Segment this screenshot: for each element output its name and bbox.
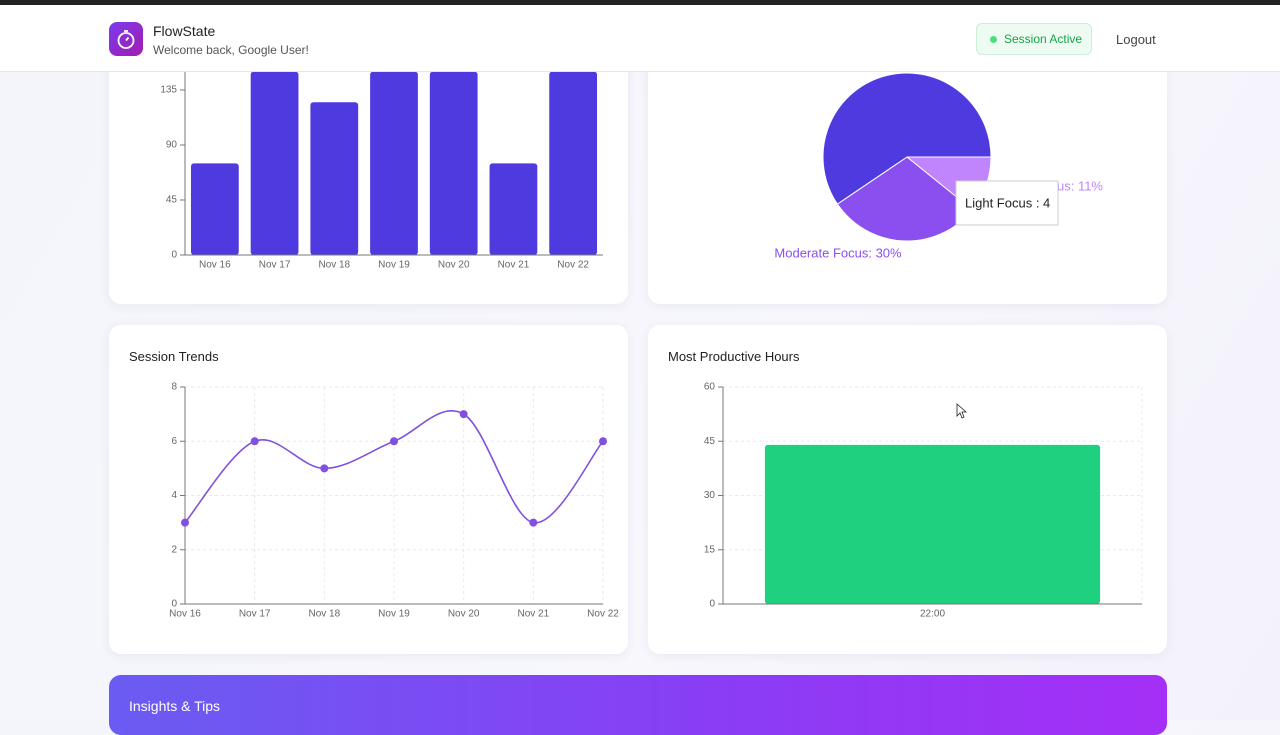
bar	[310, 102, 359, 255]
cursor	[956, 403, 968, 419]
pie-slice	[822, 72, 992, 205]
point	[390, 437, 398, 446]
x-tick-label: Nov 19	[378, 609, 410, 620]
y-tick-label: 4	[171, 490, 177, 501]
insights-title: Insights & Tips	[129, 698, 221, 714]
x-tick-label: Nov 17	[239, 609, 271, 620]
point	[529, 518, 538, 527]
x-tick-label: Nov 18	[318, 260, 350, 271]
x-tick-label: Nov 16	[169, 609, 201, 620]
x-tick-label: Nov 22	[587, 609, 619, 620]
card-title: Session Trends	[129, 349, 219, 364]
point	[250, 437, 259, 446]
x-tick-label: Nov 19	[378, 260, 410, 271]
x-tick-label: Nov 21	[498, 260, 530, 271]
y-tick-label: 15	[704, 544, 716, 555]
y-tick-label: 0	[171, 599, 177, 610]
bar	[370, 71, 418, 256]
app-name: FlowState	[153, 23, 216, 39]
pie-label: Moderate Focus: 30%	[774, 245, 902, 260]
bar	[549, 71, 598, 256]
logout-button[interactable]: Logout	[1116, 32, 1156, 47]
top-bar	[0, 0, 1280, 5]
card-title: Most Productive Hours	[668, 349, 800, 364]
status-text: Session Active	[1004, 32, 1083, 46]
y-tick-label: 60	[704, 382, 716, 393]
header: FlowState Welcome back, Google User! Ses…	[0, 5, 1280, 72]
bar	[489, 163, 538, 255]
y-tick-label: 8	[171, 382, 177, 393]
bar	[764, 444, 1101, 604]
y-tick-label: 0	[171, 250, 177, 261]
x-tick-label: Nov 20	[438, 260, 470, 271]
y-tick-label: 0	[709, 599, 715, 610]
tooltip-text: Light Focus : 4	[965, 195, 1050, 210]
logo	[109, 22, 143, 56]
y-tick-label: 45	[704, 436, 716, 447]
point	[599, 437, 607, 446]
y-tick-label: 6	[171, 436, 177, 447]
tooltip	[955, 180, 1059, 226]
x-tick-label: Nov 16	[199, 260, 231, 271]
point	[320, 464, 329, 473]
x-tick-label: Nov 20	[448, 609, 480, 620]
x-tick-label: Nov 17	[259, 260, 291, 271]
welcome-text: Welcome back, Google User!	[153, 43, 309, 57]
x-tick-label: Nov 21	[517, 609, 549, 620]
y-tick-label: 30	[704, 490, 716, 501]
bar	[190, 163, 239, 255]
bar	[250, 71, 299, 256]
point	[459, 410, 468, 419]
x-tick-label: Nov 18	[308, 609, 340, 620]
y-tick-label: 135	[160, 85, 177, 96]
charts: 0 45 90 135 Nov 16 Nov 17 Nov 18 Nov 19 Nov 20 No…	[160, 35, 1143, 620]
x-tick-label: 22:00	[920, 609, 945, 620]
card: Session Trends	[109, 325, 628, 654]
x-tick-label: Nov 22	[557, 260, 589, 271]
y-tick-label: 90	[166, 140, 178, 151]
point	[181, 518, 189, 527]
y-tick-label: 2	[171, 544, 177, 555]
y-tick-label: 45	[166, 195, 178, 206]
logo-icon	[117, 30, 135, 49]
bar	[429, 71, 478, 256]
status-pill: Session Active	[976, 23, 1092, 55]
